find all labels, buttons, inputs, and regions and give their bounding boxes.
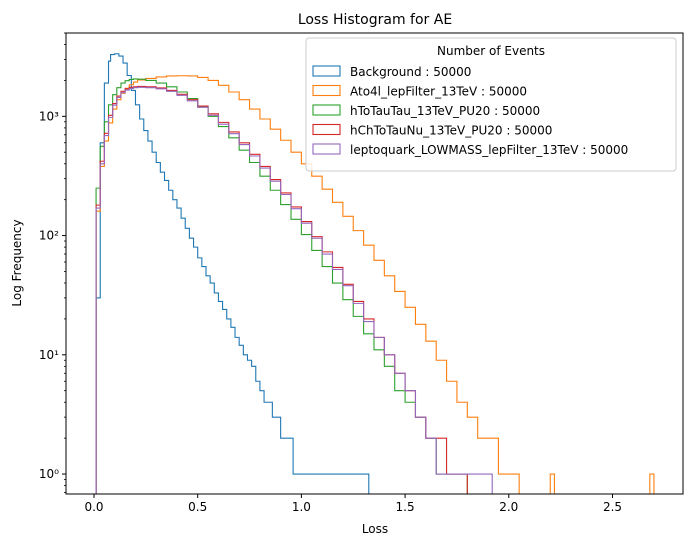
x-tick-label: 2.5	[603, 500, 622, 514]
legend-title: Number of Events	[437, 44, 545, 58]
legend-swatch	[312, 84, 341, 97]
legend-label: Background : 50000	[350, 65, 471, 79]
legend-label: Ato4l_lepFilter_13TeV : 50000	[350, 85, 527, 99]
legend-frame	[305, 37, 677, 172]
x-tick-label: 1.0	[292, 500, 311, 514]
x-axis-label: Loss	[362, 522, 388, 536]
legend-items: Background : 50000 Ato4l_lepFilter_13TeV …	[312, 65, 628, 157]
legend-label: hChToTauNu_13TeV_PU20 : 50000	[350, 124, 552, 138]
chart-title: Loss Histogram for AE	[298, 12, 452, 28]
y-tick-label: 10³	[39, 109, 59, 123]
y-axis: 10⁰ 10¹ 10² 10³	[39, 32, 66, 493]
y-tick-label: 10¹	[39, 348, 59, 362]
y-tick-label: 10²	[39, 229, 59, 243]
legend-swatch	[312, 65, 341, 77]
legend-label: leptoquark_LOWMASS_lepFilter_13TeV : 500…	[350, 143, 628, 157]
legend-swatch	[312, 143, 341, 155]
legend-swatch	[312, 123, 341, 136]
x-tick-label: 2.0	[499, 500, 518, 514]
series-line-3	[95, 78, 468, 494]
legend-swatch	[312, 104, 341, 116]
x-tick-label: 1.5	[396, 500, 415, 514]
x-axis: 0.0 0.5 1.0 1.5 2.0 2.5	[84, 494, 622, 514]
series-line-1	[95, 53, 370, 494]
x-tick-label: 0.0	[84, 500, 103, 514]
series-group	[95, 53, 655, 494]
plot-frame	[65, 32, 684, 495]
series-line-5	[95, 86, 493, 494]
plot-area	[65, 32, 684, 495]
x-tick-label: 0.5	[188, 500, 207, 514]
y-tick-label: 10⁰	[39, 467, 59, 481]
legend-label: hToTauTau_13TeV_PU20 : 50000	[350, 104, 540, 118]
legend: Number of Events Background : 50000 Ato4l…	[305, 37, 677, 172]
y-axis-label: Log Frequency	[10, 219, 24, 306]
